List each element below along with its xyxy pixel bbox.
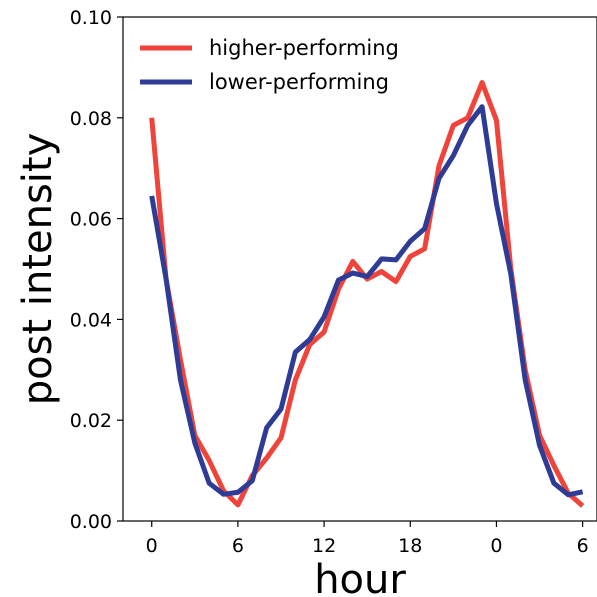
y-tick-label: 0.00: [70, 511, 112, 533]
y-axis-title: post intensity: [15, 133, 61, 406]
x-tick-label: 12: [312, 535, 336, 557]
plot-frame: [122, 16, 597, 522]
y-tick-label: 0.04: [70, 309, 112, 331]
axis-ticks: 0 6 12 18 0 6 0.00 0.02 0.04 0.06 0.08 0.10: [70, 7, 589, 557]
series-line-0: [149, 80, 585, 508]
x-tick-label: 18: [398, 535, 422, 557]
y-tick-label: 0.02: [70, 410, 112, 432]
series-line-1: [149, 104, 584, 498]
x-tick-label: 6: [577, 535, 589, 557]
y-tick-label: 0.08: [70, 108, 112, 130]
x-axis-title: hour: [314, 557, 406, 597]
x-tick-label: 0: [490, 535, 502, 557]
y-tick-label: 0.10: [70, 7, 112, 29]
legend: higher-performing lower-performing: [140, 36, 399, 94]
x-tick-label: 0: [146, 535, 158, 557]
legend-label-1: lower-performing: [209, 70, 389, 94]
x-tick-label: 6: [232, 535, 244, 557]
legend-label-0: higher-performing: [209, 36, 399, 60]
y-tick-label: 0.06: [70, 209, 112, 231]
series-lines: [149, 80, 585, 508]
